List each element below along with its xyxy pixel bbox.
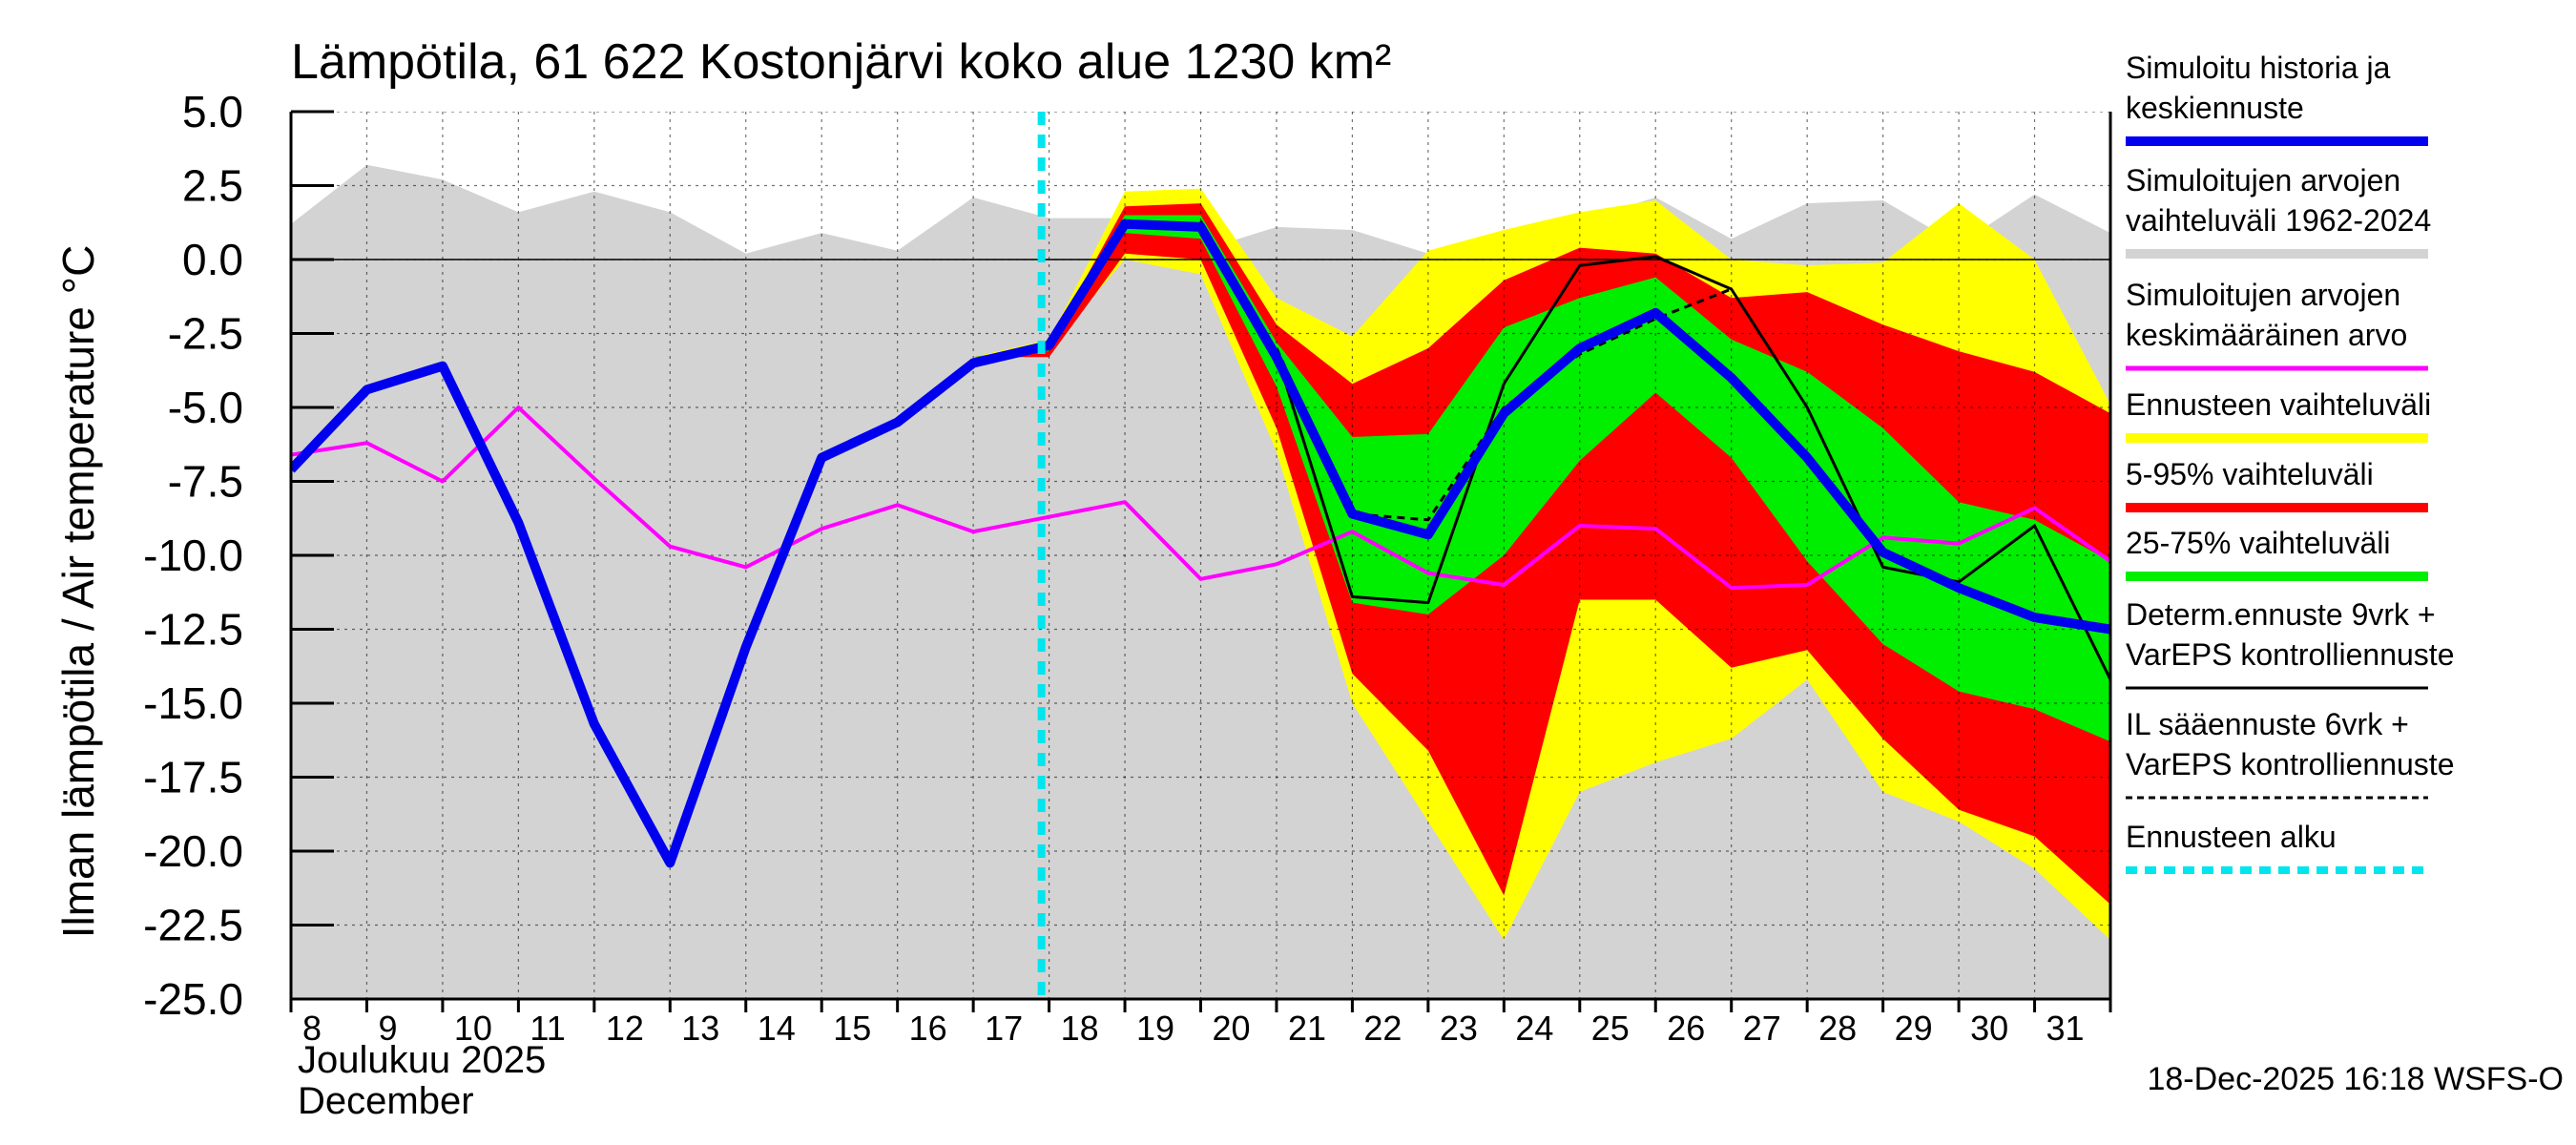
legend-label: Simuloitujen arvojen xyxy=(2126,163,2400,198)
y-tick-label: -17.5 xyxy=(143,753,243,802)
x-tick-label: 20 xyxy=(1213,1009,1251,1048)
simulated-history-line xyxy=(291,219,2110,868)
x-tick-label: 25 xyxy=(1591,1009,1630,1048)
month-label-fi: Joulukuu 2025 xyxy=(298,1039,546,1081)
x-tick-label: 18 xyxy=(1061,1009,1099,1048)
legend-item: Simuloitu historia ja keskiennuste xyxy=(2126,51,2428,146)
y-tick-label: -22.5 xyxy=(143,901,243,950)
y-tick-label: -25.0 xyxy=(143,974,243,1024)
x-tick-label: 8 xyxy=(302,1009,322,1048)
p25-75-band xyxy=(973,215,2110,742)
y-axis-label: Ilman lämpötila / Air temperature °C xyxy=(53,245,103,939)
legend-label: Determ.ennuste 9vrk + xyxy=(2126,597,2436,632)
legend-label: keskimääräinen arvo xyxy=(2126,318,2407,352)
x-tick-label: 9 xyxy=(378,1009,397,1048)
legend-label: 5-95% vaihteluväli xyxy=(2126,457,2374,491)
legend-label: IL sääennuste 6vrk + xyxy=(2126,707,2409,741)
legend-label: VarEPS kontrolliennuste xyxy=(2126,637,2454,672)
x-tick-label: 23 xyxy=(1440,1009,1478,1048)
legend-item: 5-95% vaihteluväli xyxy=(2126,457,2428,512)
y-tick-label: -2.5 xyxy=(168,309,243,359)
x-tick-label: 31 xyxy=(2046,1009,2085,1048)
y-tick-label: 0.0 xyxy=(182,235,243,284)
x-tick-label: 27 xyxy=(1743,1009,1781,1048)
x-tick-label: 13 xyxy=(681,1009,719,1048)
plot-area xyxy=(291,112,2110,999)
y-tick-label: -5.0 xyxy=(168,383,243,432)
legend-label: 25-75% vaihteluväli xyxy=(2126,526,2391,560)
x-tick-label: 10 xyxy=(454,1009,492,1048)
y-tick-label: 5.0 xyxy=(182,87,243,136)
legend-item: Ennusteen alku xyxy=(2126,820,2428,874)
x-tick-label: 28 xyxy=(1818,1009,1857,1048)
legend-item: Determ.ennuste 9vrk + VarEPS kontrollienn… xyxy=(2126,597,2454,690)
mean-climate-line xyxy=(291,406,2110,591)
legend-label: Ennusteen vaihteluväli xyxy=(2126,387,2431,422)
x-tick-label: 22 xyxy=(1363,1009,1402,1048)
legend-item: Simuloitujen arvojen keskimääräinen arvo xyxy=(2126,278,2428,371)
x-tick-label: 14 xyxy=(758,1009,796,1048)
chart-title: Lämpötila, 61 622 Kostonjärvi koko alue … xyxy=(291,34,1391,90)
y-tick-label: -20.0 xyxy=(143,826,243,876)
timestamp: 18-Dec-2025 16:18 WSFS-O xyxy=(2147,1061,2564,1097)
deterministic-forecast-line xyxy=(1199,219,2110,680)
legend-label: Simuloitujen arvojen xyxy=(2126,278,2400,312)
legend-label: Simuloitu historia ja xyxy=(2126,51,2391,85)
y-tick-label: 2.5 xyxy=(182,161,243,211)
legend-label: VarEPS kontrolliennuste xyxy=(2126,747,2454,781)
x-tick-label: 19 xyxy=(1136,1009,1174,1048)
legend-label: vaihteluväli 1962-2024 xyxy=(2126,203,2431,238)
legend-label: keskiennuste xyxy=(2126,91,2304,125)
x-tick-label: 12 xyxy=(606,1009,644,1048)
legend-item: 25-75% vaihteluväli xyxy=(2126,526,2428,581)
x-tick-label: 17 xyxy=(985,1009,1023,1048)
x-tick-label: 30 xyxy=(1970,1009,2008,1048)
legend-item: Simuloitujen arvojen vaihteluväli 1962-20… xyxy=(2126,163,2431,259)
x-tick-label: 16 xyxy=(909,1009,947,1048)
y-tick-label: -15.0 xyxy=(143,678,243,728)
month-label-en: December xyxy=(298,1080,474,1122)
legend-item: IL sääennuste 6vrk + VarEPS kontrolliennu… xyxy=(2126,707,2454,800)
x-tick-label: 21 xyxy=(1288,1009,1326,1048)
y-tick-label: -12.5 xyxy=(143,605,243,655)
x-tick-label: 15 xyxy=(833,1009,871,1048)
x-tick-label: 26 xyxy=(1667,1009,1705,1048)
x-tick-label: 29 xyxy=(1895,1009,1933,1048)
x-tick-label: 11 xyxy=(530,1009,565,1048)
legend-item: Ennusteen vaihteluväli xyxy=(2126,387,2431,443)
legend-label: Ennusteen alku xyxy=(2126,820,2337,854)
y-tick-label: -7.5 xyxy=(168,457,243,507)
y-tick-label: -10.0 xyxy=(143,531,243,580)
x-tick-label: 24 xyxy=(1515,1009,1553,1048)
